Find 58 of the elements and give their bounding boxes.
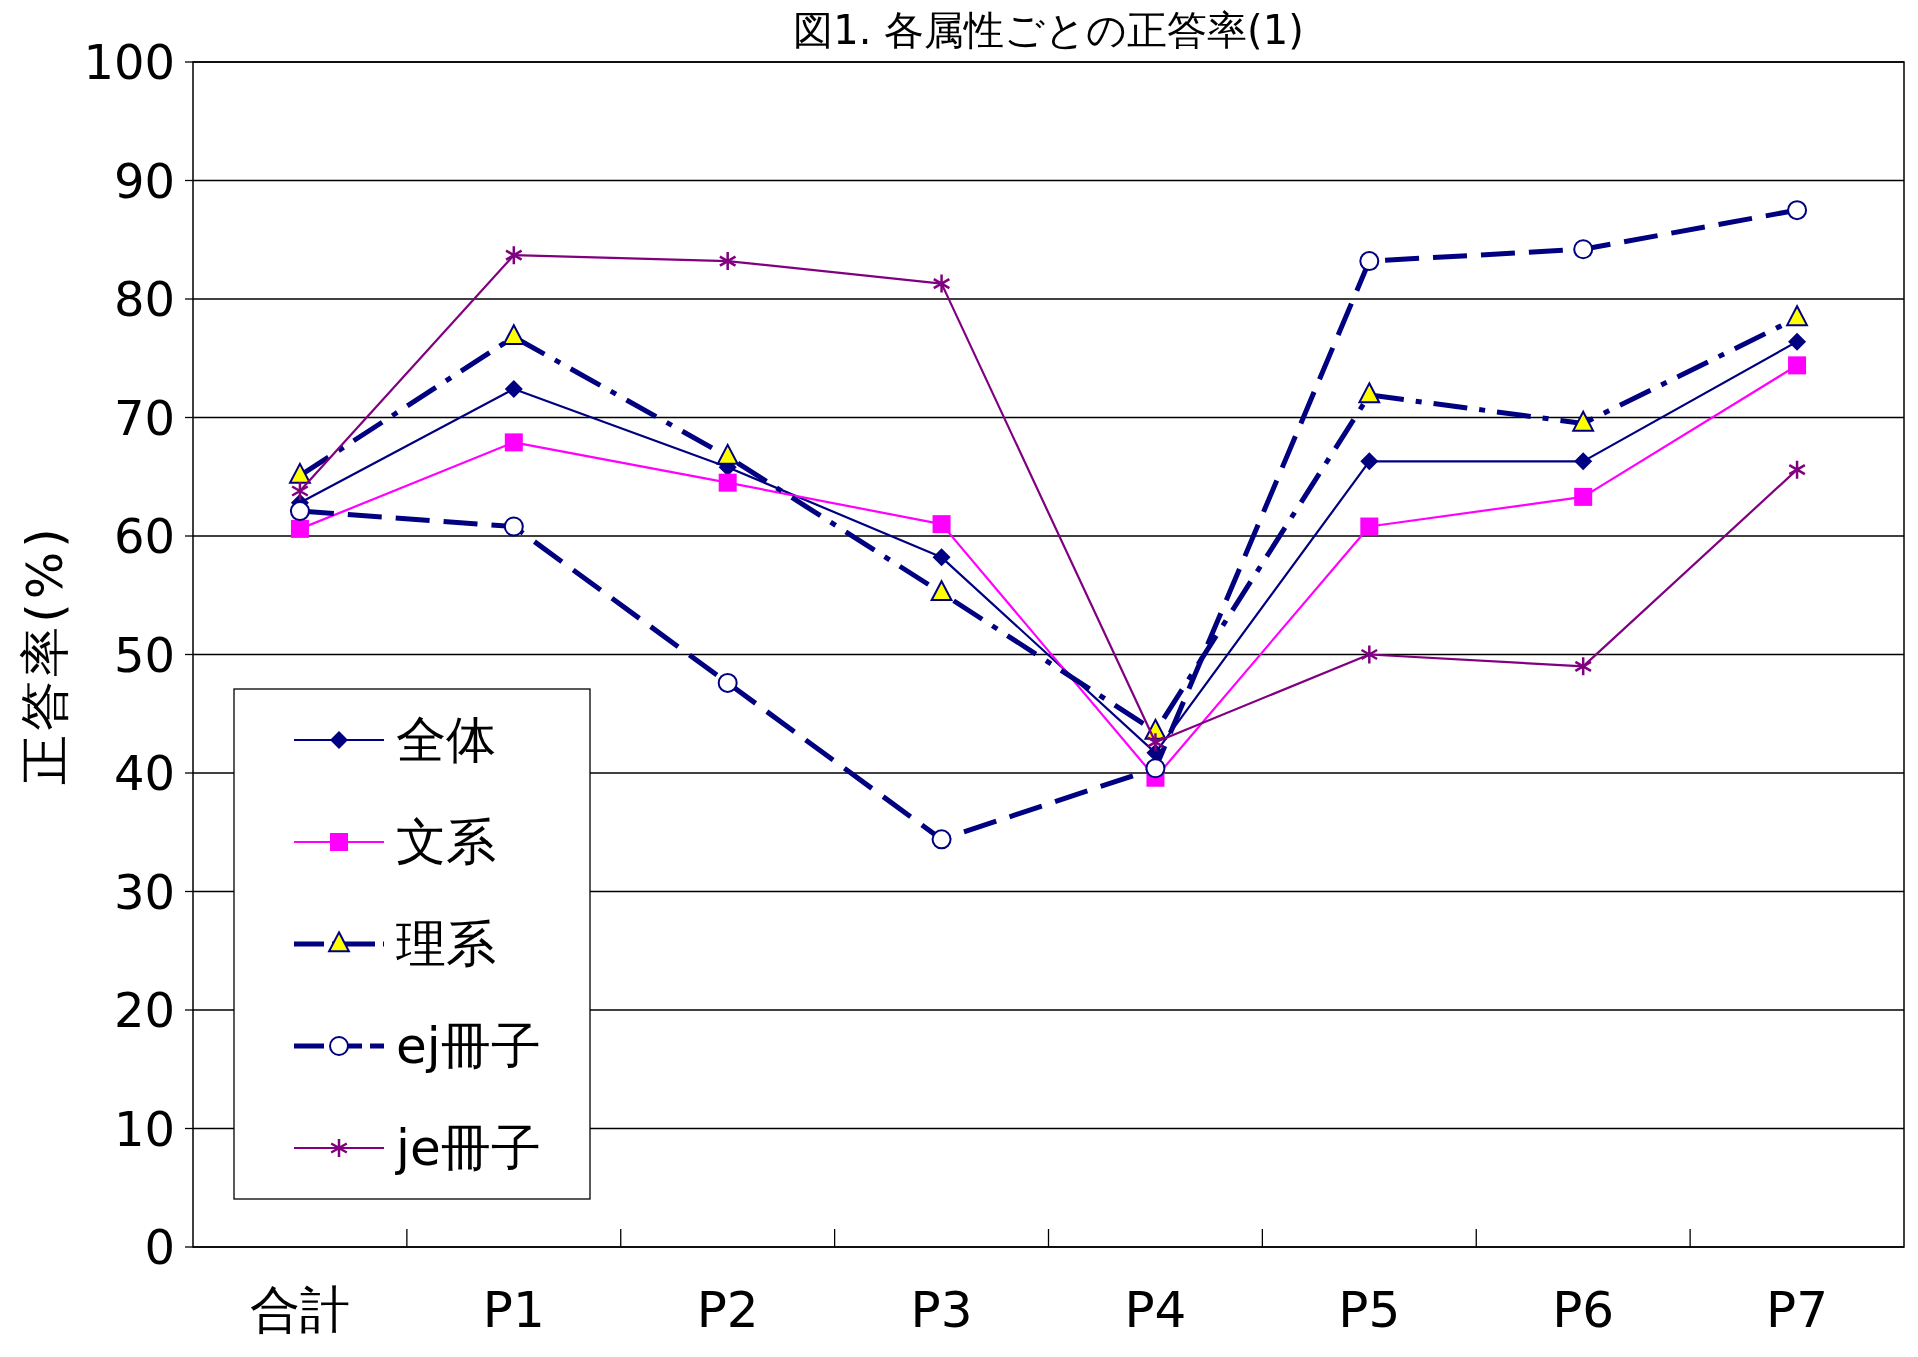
point — [932, 515, 951, 534]
legend-label: 全体 — [396, 711, 496, 769]
point — [932, 548, 951, 567]
legend-label: 理系 — [396, 915, 496, 973]
y-tick-label: 90 — [113, 152, 175, 209]
point — [931, 829, 952, 850]
x-tick-label: P7 — [1766, 1281, 1829, 1339]
x-tick-label: P6 — [1552, 1281, 1615, 1339]
x-tick-label: P1 — [482, 1281, 545, 1339]
x-tick-label: 合計 — [249, 1281, 350, 1339]
legend-label: ej冊子 — [396, 1017, 541, 1075]
x-tick-label: P5 — [1338, 1281, 1401, 1339]
point — [1360, 452, 1379, 471]
point — [502, 324, 525, 346]
point — [1574, 452, 1593, 471]
point — [1787, 200, 1808, 221]
point — [290, 519, 309, 538]
point — [290, 480, 309, 502]
point — [504, 244, 523, 266]
chart-title: 図1. 各属性ごとの正答率(1) — [793, 7, 1304, 53]
x-tick-label: P2 — [696, 1281, 759, 1339]
x-tick-label: P4 — [1124, 1281, 1187, 1339]
point — [718, 473, 737, 492]
point — [1573, 239, 1594, 260]
y-tick-label: 80 — [113, 271, 175, 327]
y-tick-label: 70 — [113, 389, 175, 446]
y-tick-label: 100 — [83, 34, 175, 90]
y-tick-label: 30 — [113, 863, 175, 920]
point — [1574, 656, 1593, 677]
point — [1788, 332, 1807, 351]
point — [1359, 251, 1380, 272]
point — [718, 250, 737, 272]
point — [289, 501, 310, 522]
point — [932, 273, 951, 294]
x-tick-label: P3 — [910, 1281, 973, 1339]
y-tick-label: 60 — [113, 508, 175, 564]
legend-label: je冊子 — [395, 1119, 541, 1177]
point — [1146, 731, 1165, 753]
point — [1788, 459, 1807, 480]
point — [1145, 758, 1166, 779]
point — [1360, 517, 1379, 536]
y-tick-label: 50 — [113, 626, 175, 683]
y-tick-label: 0 — [144, 1219, 175, 1275]
point — [1574, 487, 1593, 506]
y-tick-label: 10 — [113, 1100, 175, 1157]
point — [1788, 356, 1807, 375]
point — [1358, 382, 1381, 404]
point — [503, 516, 524, 537]
point — [504, 433, 523, 452]
legend-label: 文系 — [396, 813, 496, 871]
point — [1360, 644, 1379, 665]
point — [717, 672, 738, 693]
point — [1786, 305, 1808, 327]
y-axis-title: 正答率(%) — [16, 524, 74, 785]
y-tick-label: 40 — [113, 745, 175, 801]
y-tick-label: 20 — [113, 982, 175, 1038]
point — [930, 580, 953, 602]
point — [504, 380, 523, 399]
